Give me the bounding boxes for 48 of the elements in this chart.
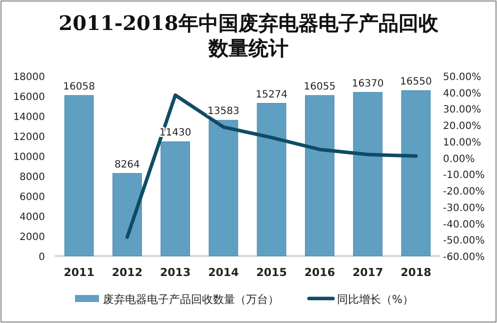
y-tick-label: 18000 <box>13 72 45 83</box>
bar <box>353 92 382 256</box>
bar <box>64 95 94 256</box>
bar <box>208 120 238 256</box>
legend-label: 同比增长（%） <box>337 293 414 306</box>
legend-label: 废弃电器电子产品回收数量（万台） <box>103 293 279 306</box>
y2-tick-label: 40.00% <box>443 88 482 100</box>
y-tick-label: 16000 <box>13 92 45 103</box>
y-tick-label: 12000 <box>13 132 45 143</box>
x-tick-label: 2015 <box>256 266 287 279</box>
data-label: 13583 <box>208 106 240 118</box>
y2-tick-label: -20.00% <box>443 186 485 198</box>
y-tick-label: 4000 <box>20 212 45 223</box>
data-label: 16058 <box>63 81 95 92</box>
y2-tick-label: -30.00% <box>443 202 485 214</box>
y-tick-label: 6000 <box>20 192 45 203</box>
y2-tick-label: 10.00% <box>443 137 482 148</box>
y-tick-label: 14000 <box>13 112 45 123</box>
y2-tick-label: -10.00% <box>443 170 485 182</box>
bar <box>401 90 431 256</box>
x-tick-label: 2016 <box>304 266 336 279</box>
x-tick-label: 2014 <box>208 266 240 279</box>
bar <box>112 173 142 256</box>
data-label: 16550 <box>400 76 432 88</box>
y-tick-label: 10000 <box>13 152 45 163</box>
bar <box>256 103 286 256</box>
y2-tick-label: 0.00% <box>443 154 475 165</box>
data-label: 16370 <box>352 78 384 90</box>
x-tick-label: 2017 <box>352 266 384 279</box>
y-tick-label: 8000 <box>20 172 45 183</box>
bar <box>160 141 190 256</box>
data-label: 15274 <box>256 89 288 100</box>
chart-title: 2011-2018年中国废弃电器电子产品回收数量统计 <box>58 11 440 60</box>
y2-tick-label: 30.00% <box>443 104 482 116</box>
x-tick-label: 2011 <box>64 266 94 279</box>
x-tick-label: 2018 <box>400 266 432 279</box>
y2-tick-label: -50.00% <box>443 236 485 247</box>
x-tick-label: 2013 <box>160 266 191 279</box>
data-label: 8264 <box>114 159 140 170</box>
y2-tick-label: -40.00% <box>443 219 485 230</box>
y-tick-label: 2000 <box>20 232 45 243</box>
y2-tick-label: 20.00% <box>443 121 482 132</box>
x-tick-label: 2012 <box>112 266 142 279</box>
bar <box>305 95 334 256</box>
y2-tick-label: -60.00% <box>443 252 485 263</box>
y-tick-label: 0 <box>38 252 45 263</box>
data-label: 16055 <box>304 81 336 92</box>
y2-tick-label: 50.00% <box>443 72 482 83</box>
